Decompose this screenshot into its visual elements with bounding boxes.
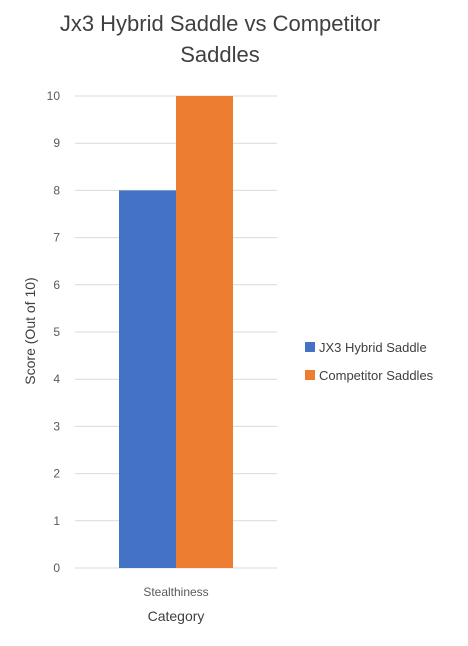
chart-title: Jx3 Hybrid Saddle vs Competitor Saddles	[59, 11, 381, 67]
legend-label-competitor-saddles: Competitor Saddles	[319, 367, 434, 383]
y-tick-label-6: 6	[53, 278, 60, 292]
x-tick-label-stealthiness: Stealthiness	[143, 585, 208, 599]
y-tick-label-3: 3	[53, 419, 60, 433]
y-tick-label-4: 4	[53, 372, 60, 386]
legend-swatch-competitor-saddles	[305, 370, 315, 380]
bar-jx3-hybrid-saddle-stealthiness	[119, 190, 176, 568]
legend-item-competitor-saddles: Competitor Saddles	[305, 366, 433, 384]
x-axis-label: Category	[147, 608, 205, 624]
legend-label-jx3-hybrid-saddle: JX3 Hybrid Saddle	[319, 339, 427, 355]
y-tick-label-10: 10	[47, 89, 61, 103]
y-tick-label-0: 0	[53, 561, 60, 575]
y-tick-label-9: 9	[53, 136, 60, 150]
y-tick-label-8: 8	[53, 183, 60, 197]
legend: JX3 Hybrid Saddle Competitor Saddles	[305, 338, 433, 394]
legend-item-jx3-hybrid-saddle: JX3 Hybrid Saddle	[305, 338, 433, 356]
bar-competitor-saddles-stealthiness	[176, 96, 233, 568]
y-tick-label-5: 5	[53, 325, 60, 339]
y-tick-label-2: 2	[53, 467, 60, 481]
legend-swatch-jx3-hybrid-saddle	[305, 342, 315, 352]
y-tick-label-1: 1	[53, 514, 60, 528]
y-tick-label-7: 7	[53, 231, 60, 245]
